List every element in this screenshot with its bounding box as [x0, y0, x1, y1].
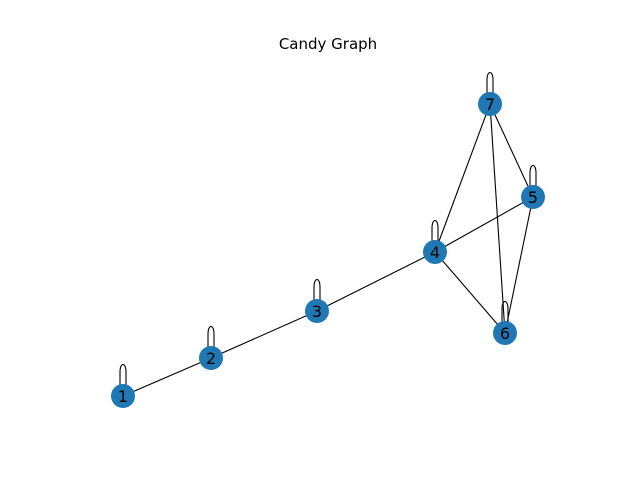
nodes-layer: 1 2 3 4 5 6 7: [111, 92, 545, 408]
node-circle-4: [423, 240, 447, 264]
edge-3-4: [316, 251, 436, 312]
node-3: 3: [305, 299, 329, 323]
self-loop-4: [431, 219, 439, 246]
node-circle-2: [199, 346, 223, 370]
node-label-6: 6: [500, 324, 510, 343]
node-7: 7: [478, 92, 502, 116]
node-circle-3: [305, 299, 329, 323]
edge-4-6: [434, 251, 506, 334]
self-loop-7: [486, 71, 494, 98]
node-label-5: 5: [528, 188, 538, 207]
edge-4-5: [434, 196, 534, 253]
node-circle-6: [493, 321, 517, 345]
node-label-2: 2: [206, 349, 216, 368]
self-loop-5: [529, 164, 537, 191]
node-label-1: 1: [118, 387, 128, 406]
edge-1-2: [122, 357, 212, 397]
edge-5-6: [504, 196, 534, 334]
graph-title: Candy Graph: [279, 35, 377, 53]
self-loop-2: [207, 325, 215, 352]
node-2: 2: [199, 346, 223, 370]
node-label-4: 4: [430, 243, 440, 262]
edge-2-3: [210, 310, 318, 359]
self-loop-3: [313, 278, 321, 305]
edges-layer: [122, 103, 534, 397]
node-circle-7: [478, 92, 502, 116]
node-1: 1: [111, 384, 135, 408]
node-circle-5: [521, 185, 545, 209]
self-loop-1: [119, 363, 127, 390]
self-loops-layer: [119, 71, 537, 390]
node-5: 5: [521, 185, 545, 209]
node-4: 4: [423, 240, 447, 264]
edge-5-7: [489, 103, 534, 198]
edge-6-7: [489, 103, 506, 334]
edge-4-7: [434, 103, 491, 253]
self-loop-6: [501, 300, 509, 327]
node-label-7: 7: [485, 95, 495, 114]
node-circle-1: [111, 384, 135, 408]
node-6: 6: [493, 321, 517, 345]
node-label-3: 3: [312, 302, 322, 321]
